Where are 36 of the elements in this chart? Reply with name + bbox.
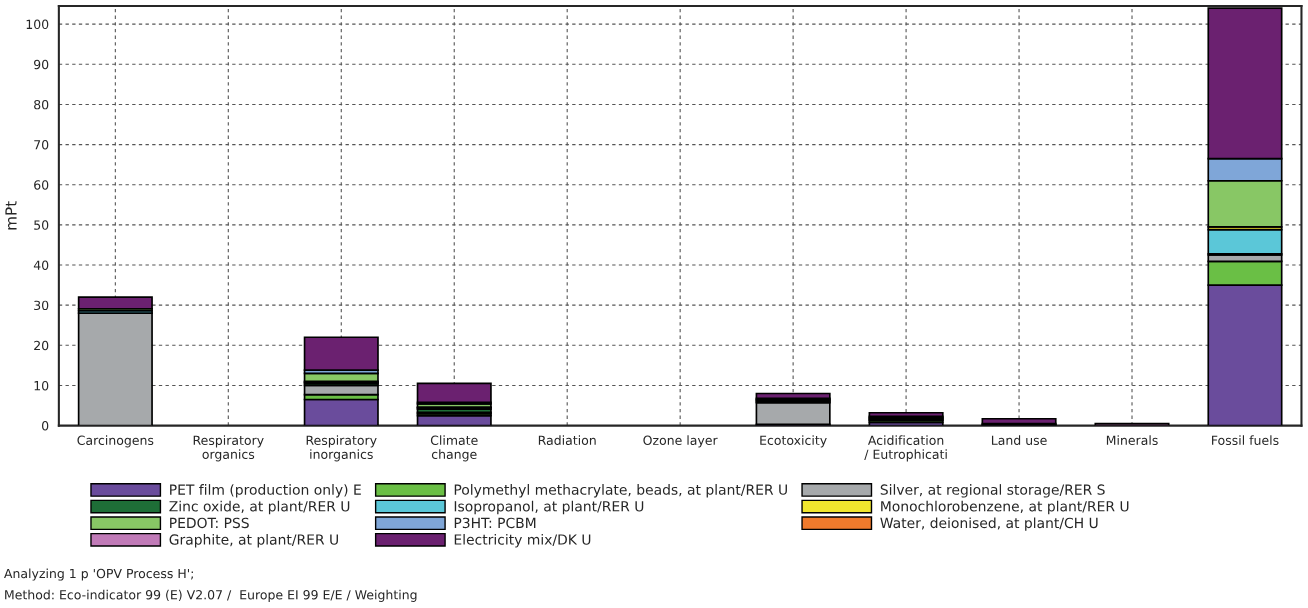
y-tick-label: 80 — [34, 99, 49, 110]
y-tick-label: 50 — [34, 220, 49, 230]
x-tick-label: Ozone layer — [643, 435, 718, 448]
y-tick-label: 40 — [33, 260, 49, 270]
x-tick-label: Respiratory inorganics — [306, 435, 377, 462]
x-tick-label: Land use — [991, 435, 1047, 445]
legend-label: Polymethyl methacrylate, beads, at plant/RER U — [454, 484, 787, 498]
y-tick-label: 0 — [42, 421, 49, 431]
x-tick-label: Carcinogens — [77, 435, 154, 448]
y-axis-title: mPt — [5, 201, 17, 230]
y-tick-label: 30 — [34, 300, 49, 311]
y-tick-label: 60 — [34, 180, 49, 190]
x-tick-label: Ecotoxicity — [760, 435, 827, 448]
y-tick-label: 20 — [34, 340, 49, 351]
y-tick-label: 100 — [26, 19, 49, 30]
legend-label: Isopropanol, at plant/RER U — [454, 500, 644, 515]
y-tick-label: 70 — [34, 140, 49, 150]
legend-label: Electricity mix/DK U — [454, 534, 591, 548]
legend-label: P3HT: PCBM — [454, 517, 536, 529]
legend-label: Monochlorobenzene, at plant/RER U — [881, 500, 1129, 515]
legend-label: Graphite, at plant/RER U — [169, 534, 338, 548]
text: Analyzing 1 p 'OPV Process H'; — [4, 568, 193, 581]
x-tick-label: Respiratory organics — [193, 435, 264, 462]
x-tick-label: Acidification / Eutrophicati — [864, 435, 947, 462]
x-tick-label: Climate change — [430, 435, 478, 462]
y-tick-label: 90 — [34, 59, 49, 70]
x-tick-label: Fossil fuels — [1212, 435, 1279, 445]
legend-label: Water, deionised, at plant/CH U — [880, 517, 1098, 531]
legend-label: Zinc oxide, at plant/RER U — [169, 500, 350, 515]
text: Method: Eco-indicator 99 (E) V2.07 / Europe EI 99 E/E / Weighting — [5, 589, 417, 602]
x-tick-label: Radiation — [538, 435, 596, 445]
legend-label: PET film (production only) E — [170, 484, 361, 498]
x-tick-label: Minerals — [1106, 435, 1158, 445]
y-tick-label: 10 — [34, 380, 49, 391]
legend-label: Silver, at regional storage/RER S — [880, 484, 1105, 498]
legend-label: PEDOT: PSS — [170, 517, 249, 529]
